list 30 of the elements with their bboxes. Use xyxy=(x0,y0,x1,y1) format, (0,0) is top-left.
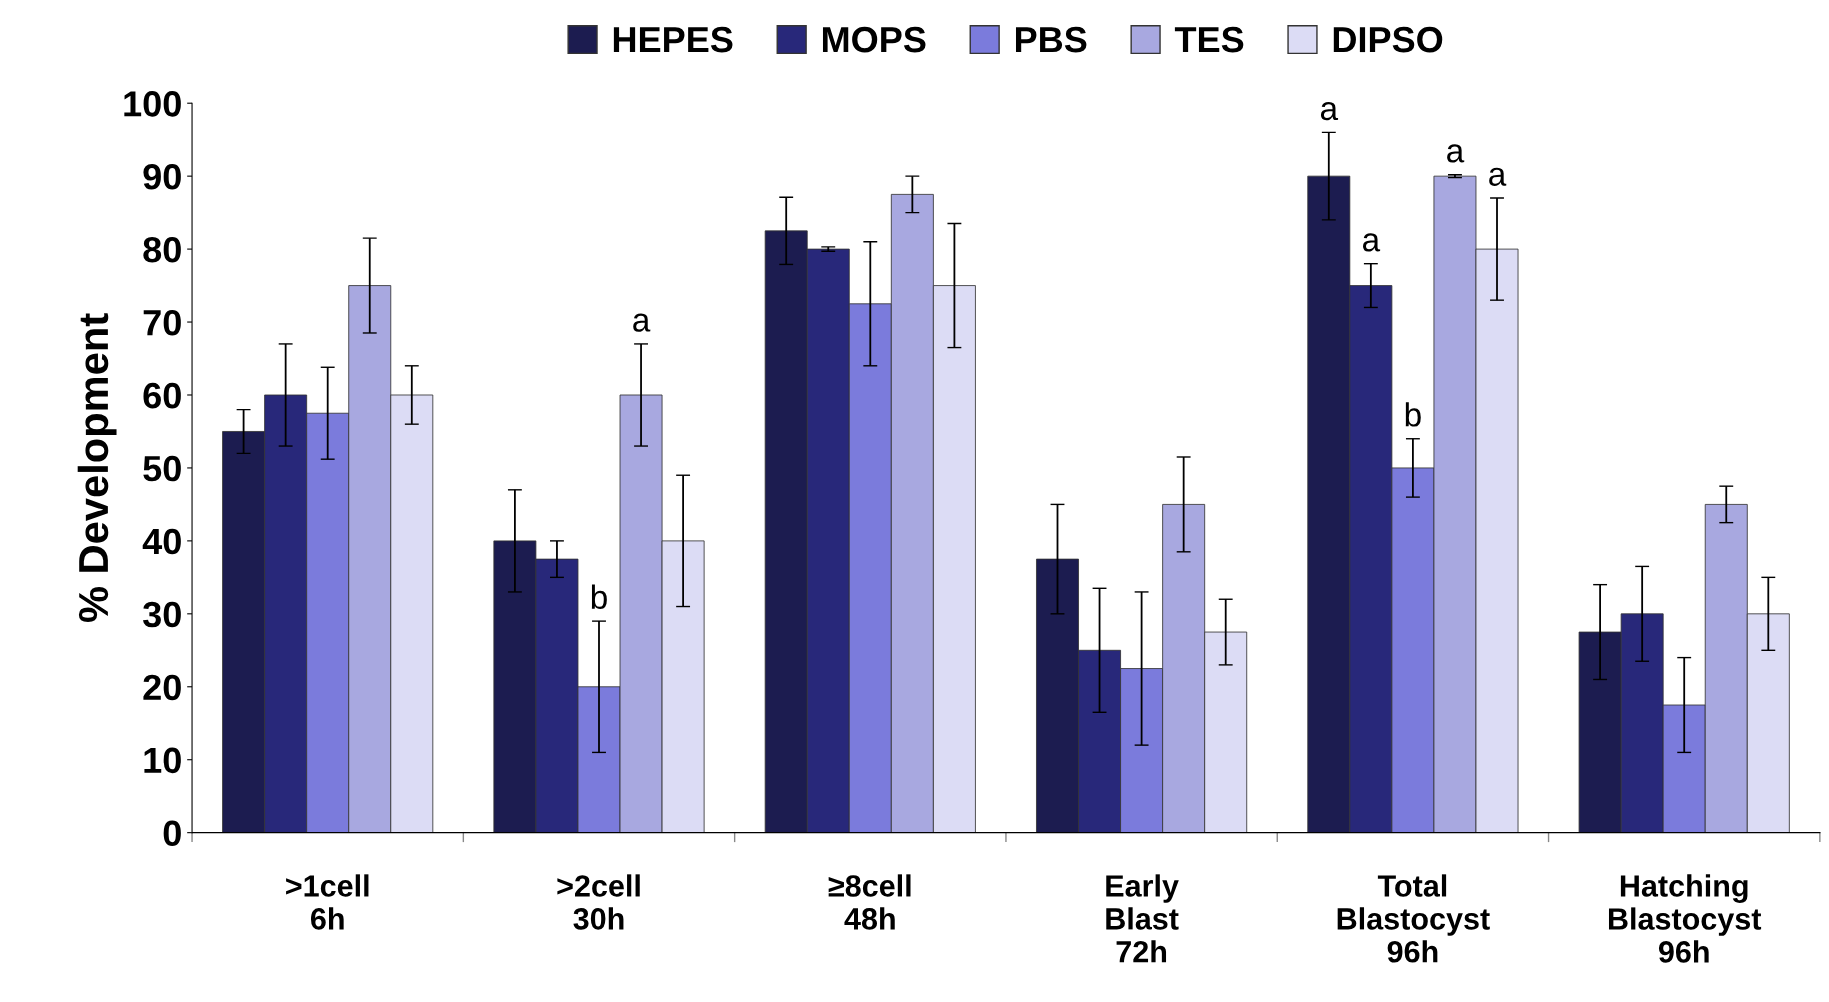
data-label: b xyxy=(591,584,607,609)
y-tick-label: 10 xyxy=(144,747,181,774)
y-tick-label: 60 xyxy=(143,382,181,409)
x-tick-label: >1cell 6h xyxy=(286,874,369,930)
data-label: a xyxy=(1320,101,1339,121)
y-tick-label: 70 xyxy=(143,309,181,336)
x-tick-label: ≥8cell 48h xyxy=(828,874,911,930)
x-tick-label: Early Blast 72h xyxy=(1106,874,1179,963)
legend-label: TES xyxy=(1174,26,1244,53)
data-label: a xyxy=(1363,233,1381,252)
y-tick-label: 90 xyxy=(143,164,181,190)
legend-label: DIPSO xyxy=(1333,26,1443,53)
y-tick-label: 0 xyxy=(163,820,181,847)
y-tick-label: 50 xyxy=(143,455,181,482)
data-label: a xyxy=(1489,167,1507,186)
y-tick-label: 100 xyxy=(124,91,181,117)
data-label: a xyxy=(633,313,651,332)
y-tick-label: 30 xyxy=(142,601,181,628)
y-axis-title: % Development xyxy=(77,313,117,623)
y-tick-label: 40 xyxy=(142,528,181,555)
x-tick-label: >2cell 30h xyxy=(557,874,640,930)
x-tick-label: Total Blastocyst 96h xyxy=(1337,874,1490,963)
y-tick-label: 80 xyxy=(143,236,181,263)
y-tick-label: 20 xyxy=(143,674,181,701)
data-label: b xyxy=(1405,402,1421,427)
legend-label: PBS xyxy=(1015,26,1087,53)
data-label: a xyxy=(1447,144,1465,163)
x-tick-label: Hatching Blastocyst 96h xyxy=(1608,874,1762,963)
legend-label: MOPS xyxy=(822,26,926,53)
legend-label: HEPES xyxy=(613,26,733,53)
